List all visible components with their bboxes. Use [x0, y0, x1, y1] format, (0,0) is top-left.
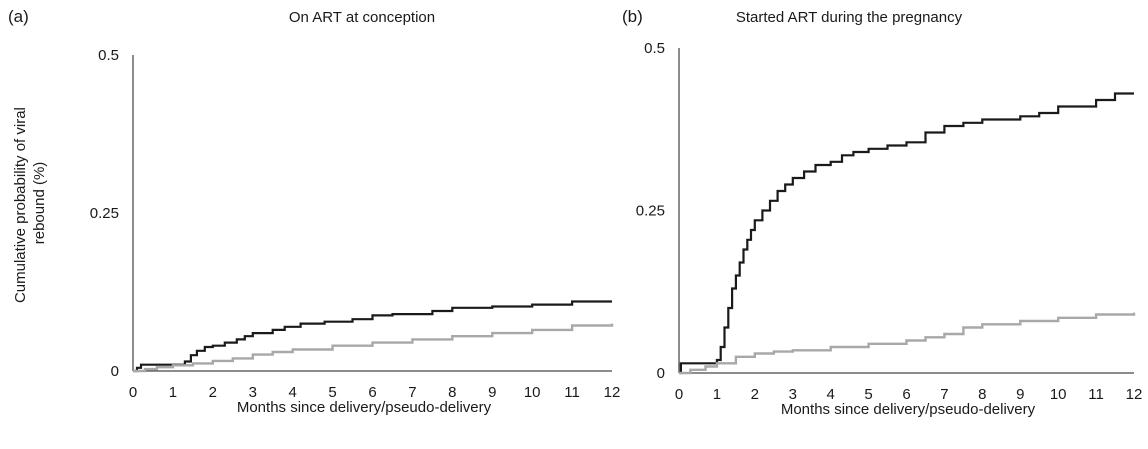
panel-a-series-grey-line	[133, 323, 614, 373]
panel-a: (a) On ART at conception Cumulative prob…	[8, 7, 492, 416]
panel-a-xlabel: Months since delivery/pseudo-delivery	[237, 399, 492, 416]
panel-b-x-tick-label: 0	[675, 386, 683, 403]
panel-a-title: On ART at conception	[289, 9, 435, 26]
panel-a-y-tick-label: 0	[111, 363, 119, 380]
panel-b: (b) Started ART during the pregnancy Mon…	[622, 7, 1036, 418]
panel-a-series-black-line	[133, 300, 612, 373]
panel-a-x-tick-label: 6	[368, 384, 376, 401]
panel-b-x-tick-label: 11	[1088, 386, 1104, 403]
panel-b-x-tick-label: 2	[751, 386, 759, 403]
panel-b-x-tick-label: 5	[864, 386, 872, 403]
panel-b-xlabel: Months since delivery/pseudo-delivery	[781, 401, 1036, 418]
panel-b-x-tick-label: 6	[902, 386, 910, 403]
panel-b-x-tick-label: 1	[713, 386, 721, 403]
panel-b-x-tick-label: 4	[826, 386, 834, 403]
panel-b-series-black-line	[679, 92, 1134, 375]
panel-b-x-tick-label: 8	[978, 386, 986, 403]
panel-a-ylabel-line-1: Cumulative probability of viral	[12, 107, 29, 303]
panel-b-x-tick-label: 7	[940, 386, 948, 403]
panel-b-series-grey-line	[679, 312, 1136, 375]
panel-b-x-tick-label: 10	[1050, 386, 1067, 403]
panel-b-x-tick-label: 12	[1126, 386, 1143, 403]
panel-a-x-tick-label: 12	[604, 384, 621, 401]
panel-a-ylabel-line-2: rebound (%)	[31, 162, 48, 245]
panel-a-ylabel: Cumulative probability of viral rebound …	[12, 103, 48, 303]
panel-b-x-tick-label: 9	[1016, 386, 1024, 403]
panel-a-label: (a)	[8, 7, 29, 26]
panel-a-x-tick-label: 0	[129, 384, 137, 401]
panel-a-x-tick-label: 5	[328, 384, 336, 401]
panel-a-x-tick-label: 4	[288, 384, 296, 401]
panel-b-y-tick-label: 0.5	[644, 40, 665, 57]
panel-a-x-tick-label: 9	[488, 384, 496, 401]
panel-a-x-tick-label: 8	[448, 384, 456, 401]
panel-b-y-tick-label: 0.25	[636, 203, 665, 220]
panel-a-x-tick-label: 10	[524, 384, 541, 401]
panel-a-y-tick-label: 0.5	[98, 47, 119, 64]
panel-a-x-tick-label: 7	[408, 384, 416, 401]
panel-b-title: Started ART during the pregnancy	[736, 9, 963, 26]
panel-a-x-tick-label: 3	[249, 384, 257, 401]
panel-a-x-tick-label: 2	[209, 384, 217, 401]
panel-a-x-tick-label: 11	[564, 384, 580, 401]
panel-b-y-tick-label: 0	[657, 365, 665, 382]
panel-b-x-tick-label: 3	[789, 386, 797, 403]
panel-a-y-tick-label: 0.25	[90, 205, 119, 222]
panel-a-x-tick-label: 1	[169, 384, 177, 401]
panel-b-label: (b)	[622, 7, 643, 26]
